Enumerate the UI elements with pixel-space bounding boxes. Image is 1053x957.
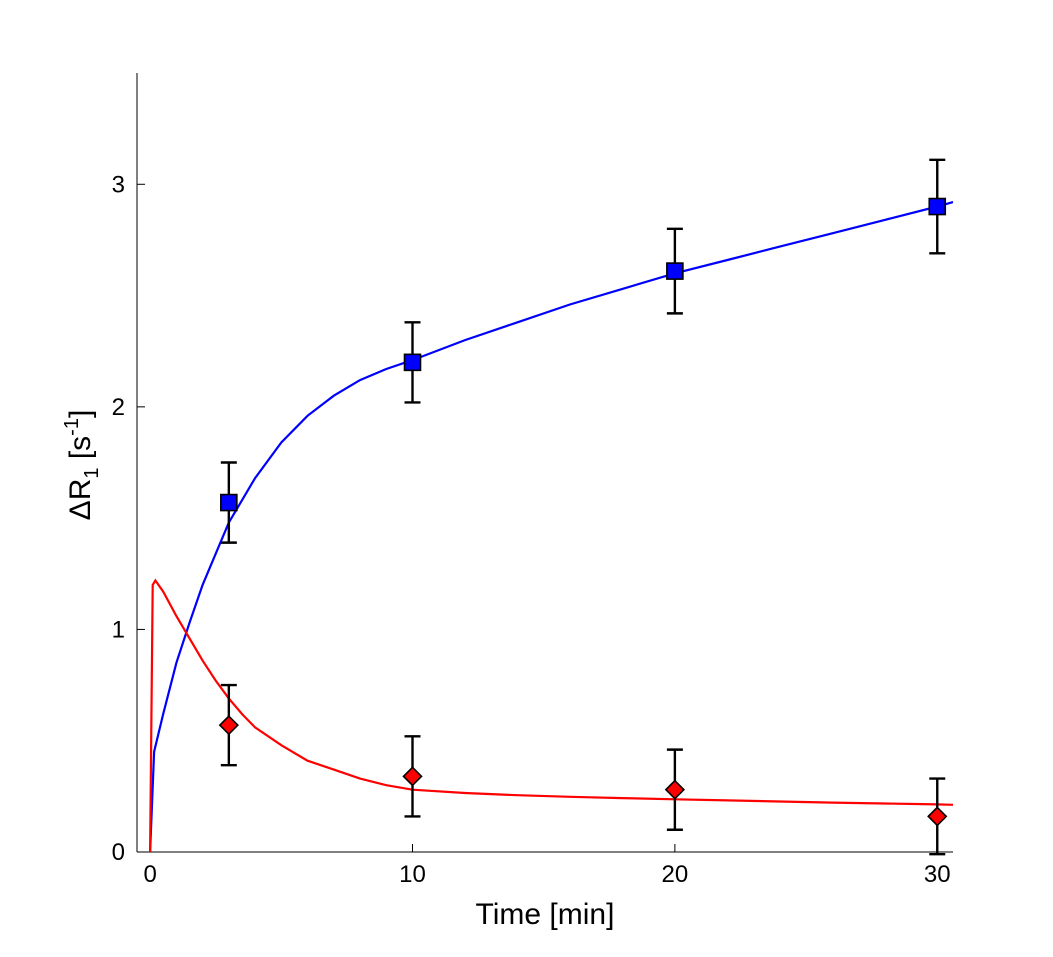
red-series-point — [664, 748, 686, 831]
red-series-point — [402, 735, 423, 818]
y-axis-title-unit: [s — [64, 436, 97, 468]
square-marker — [403, 353, 422, 372]
red-series-point — [927, 777, 948, 856]
blue-series-fit-line — [149, 201, 954, 853]
square-marker — [928, 197, 947, 216]
plot-area — [149, 158, 954, 856]
x-tick-label: 0 — [143, 861, 156, 888]
diamond-marker — [402, 766, 423, 787]
red-series-point — [218, 683, 239, 767]
square-marker — [220, 493, 238, 512]
diamond-marker — [218, 715, 239, 736]
y-tick-label: 2 — [112, 394, 125, 421]
y-axis-title: ΔR1 [s-1] — [61, 410, 103, 521]
diamond-marker — [664, 779, 686, 800]
blue-series-point — [666, 227, 684, 315]
square-marker — [666, 262, 684, 280]
x-tick-label: 20 — [662, 861, 689, 888]
axis-labels: Time [min] ΔR1 [s-1] — [61, 410, 614, 931]
y-tick-label: 1 — [112, 616, 125, 643]
y-axis-title-superscript: -1 — [61, 418, 83, 436]
x-tick-label: 30 — [924, 861, 951, 888]
y-axis-title-main: ΔR — [64, 479, 97, 521]
y-tick-label: 3 — [112, 171, 125, 198]
diamond-marker — [927, 806, 948, 827]
red-series-fit-line — [149, 578, 954, 853]
y-axis-title-subscript: 1 — [81, 467, 103, 478]
blue-series-point — [928, 158, 947, 255]
x-axis-title: Time [min] — [476, 898, 615, 931]
axes: 0 10 20 30 0 1 2 3 — [112, 73, 953, 888]
blue-series-point — [403, 321, 422, 404]
y-tick-label: 0 — [112, 839, 125, 866]
x-tick-label: 10 — [399, 861, 426, 888]
blue-series-point — [220, 461, 238, 544]
y-axis-title-close: ] — [64, 410, 97, 418]
